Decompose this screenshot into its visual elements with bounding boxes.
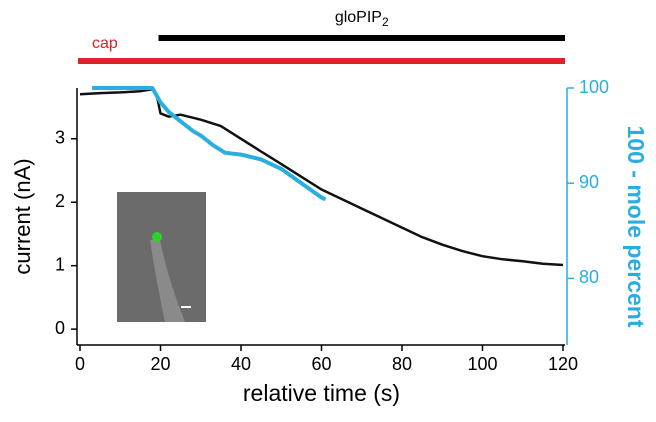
treatment-label: cap bbox=[92, 35, 118, 52]
x-tick-label: 20 bbox=[150, 354, 170, 374]
y-axis-label: current (nA) bbox=[10, 158, 35, 274]
y2-tick-label: 90 bbox=[579, 172, 599, 192]
x-axis-label: relative time (s) bbox=[243, 380, 400, 406]
x-tick-label: 40 bbox=[231, 354, 251, 374]
x-tick-label: 80 bbox=[392, 354, 412, 374]
y-tick-label: 2 bbox=[55, 191, 65, 211]
x-tick-label: 120 bbox=[548, 354, 578, 374]
data-line bbox=[92, 86, 327, 202]
x-tick-label: 100 bbox=[467, 354, 497, 374]
x-tick-label: 0 bbox=[75, 354, 85, 374]
y-tick-label: 1 bbox=[55, 254, 65, 274]
x-tick-label: 60 bbox=[311, 354, 331, 374]
treatment-label-main: gloPIP bbox=[335, 9, 382, 26]
y2-tick-label: 80 bbox=[579, 267, 599, 287]
y2-tick-label: 100 bbox=[579, 77, 609, 97]
treatment-label-sub: 2 bbox=[382, 15, 389, 29]
treatment-label: gloPIP2 bbox=[335, 9, 389, 29]
y2-axis-label: 100 - mole percent bbox=[623, 126, 649, 328]
y-tick-label: 0 bbox=[55, 318, 65, 338]
y-tick-label: 3 bbox=[55, 128, 65, 148]
inset-image bbox=[117, 192, 206, 322]
